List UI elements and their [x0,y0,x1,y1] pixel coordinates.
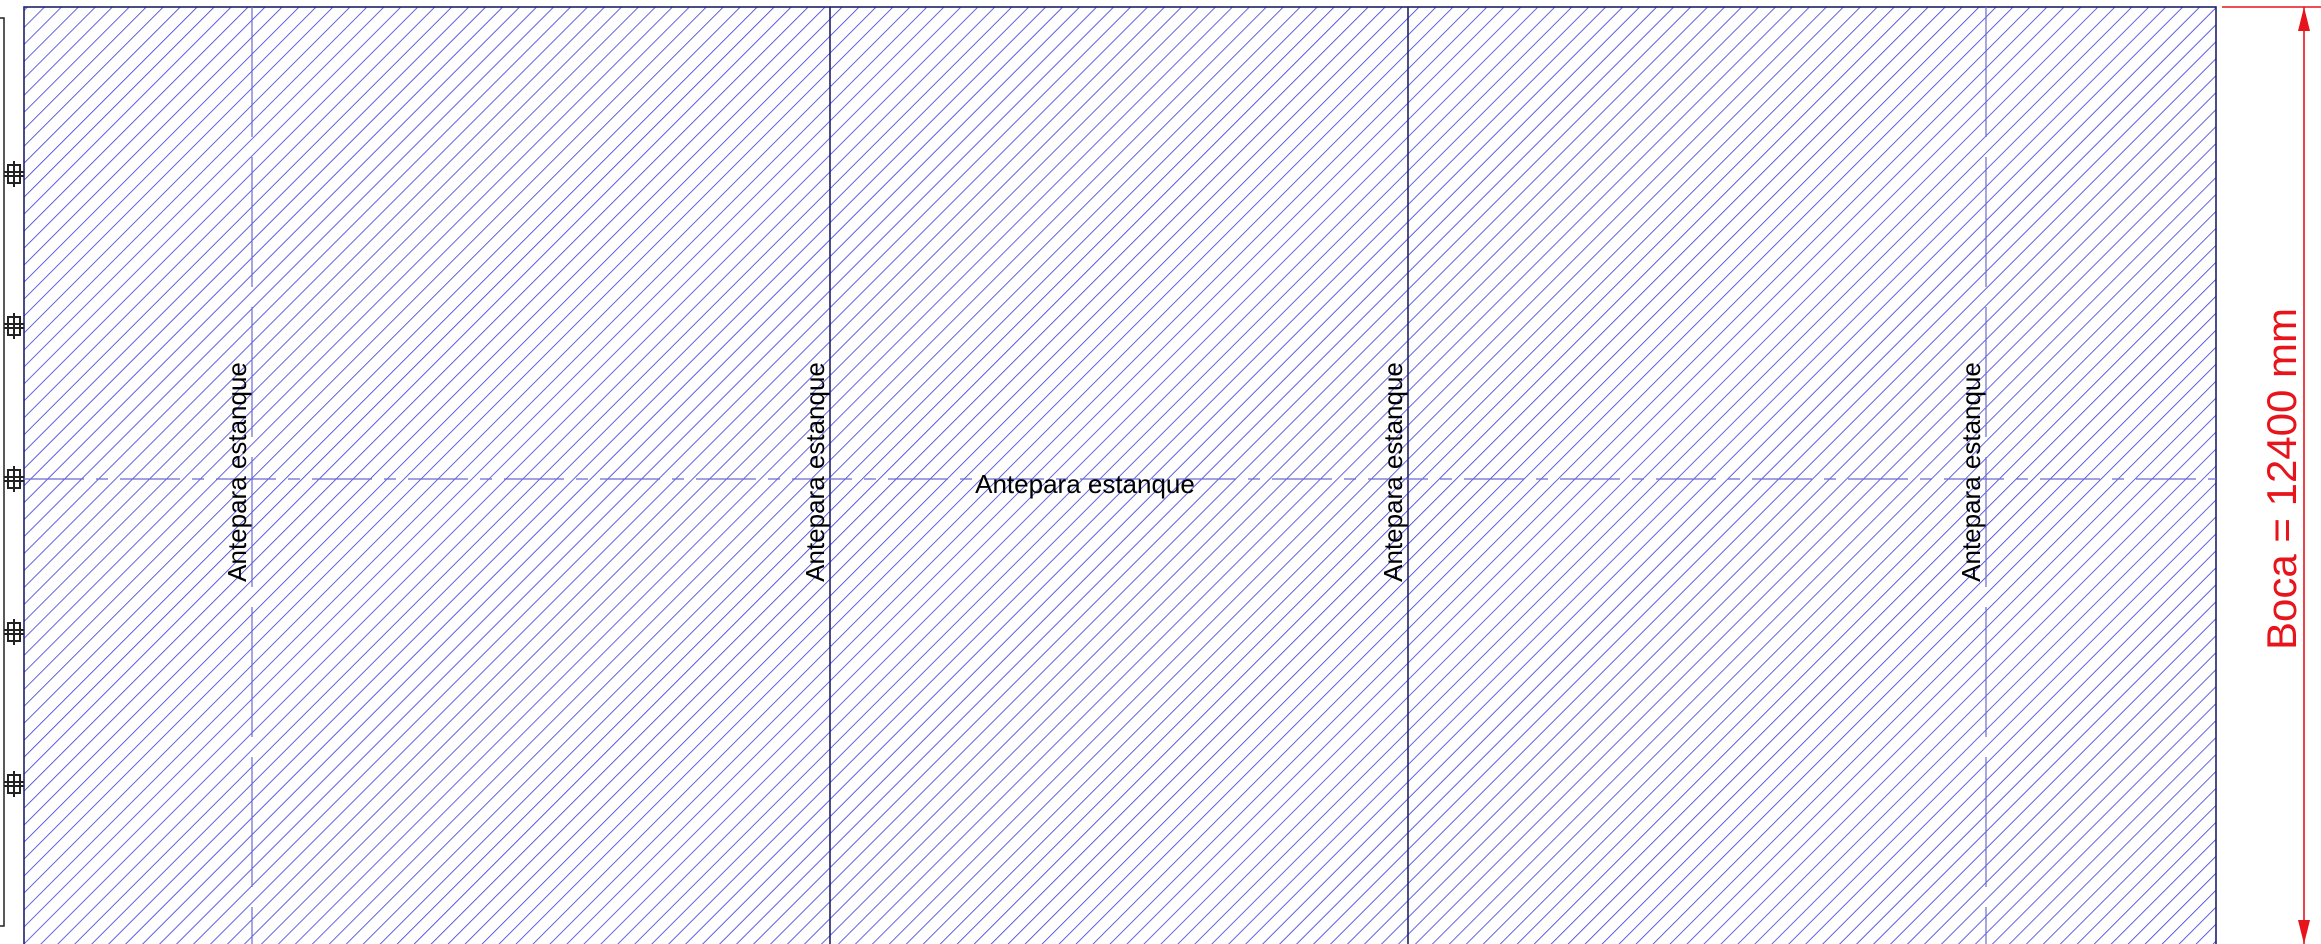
bollard-symbol-2 [4,313,24,339]
centerline-label: Antepara estanque [975,469,1195,499]
bulkhead-label-3: Antepara estanque [1378,362,1408,582]
bollard-symbol-5 [4,771,24,797]
hatched-deck-area [24,7,2216,944]
bollard-symbol-1 [4,161,24,187]
bollard-symbol-3 [4,466,24,492]
bulkhead-label-1: Antepara estanque [222,362,252,582]
dimension-arrow-bottom [2298,920,2310,944]
dimension-label: Boca = 12400 mm [2258,308,2305,650]
bulkhead-label-2: Antepara estanque [800,362,830,582]
dimension-arrow-top [2298,7,2310,31]
left-bracket [0,17,5,927]
bulkhead-label-4: Antepara estanque [1956,362,1986,582]
bollard-symbol-4 [4,619,24,645]
